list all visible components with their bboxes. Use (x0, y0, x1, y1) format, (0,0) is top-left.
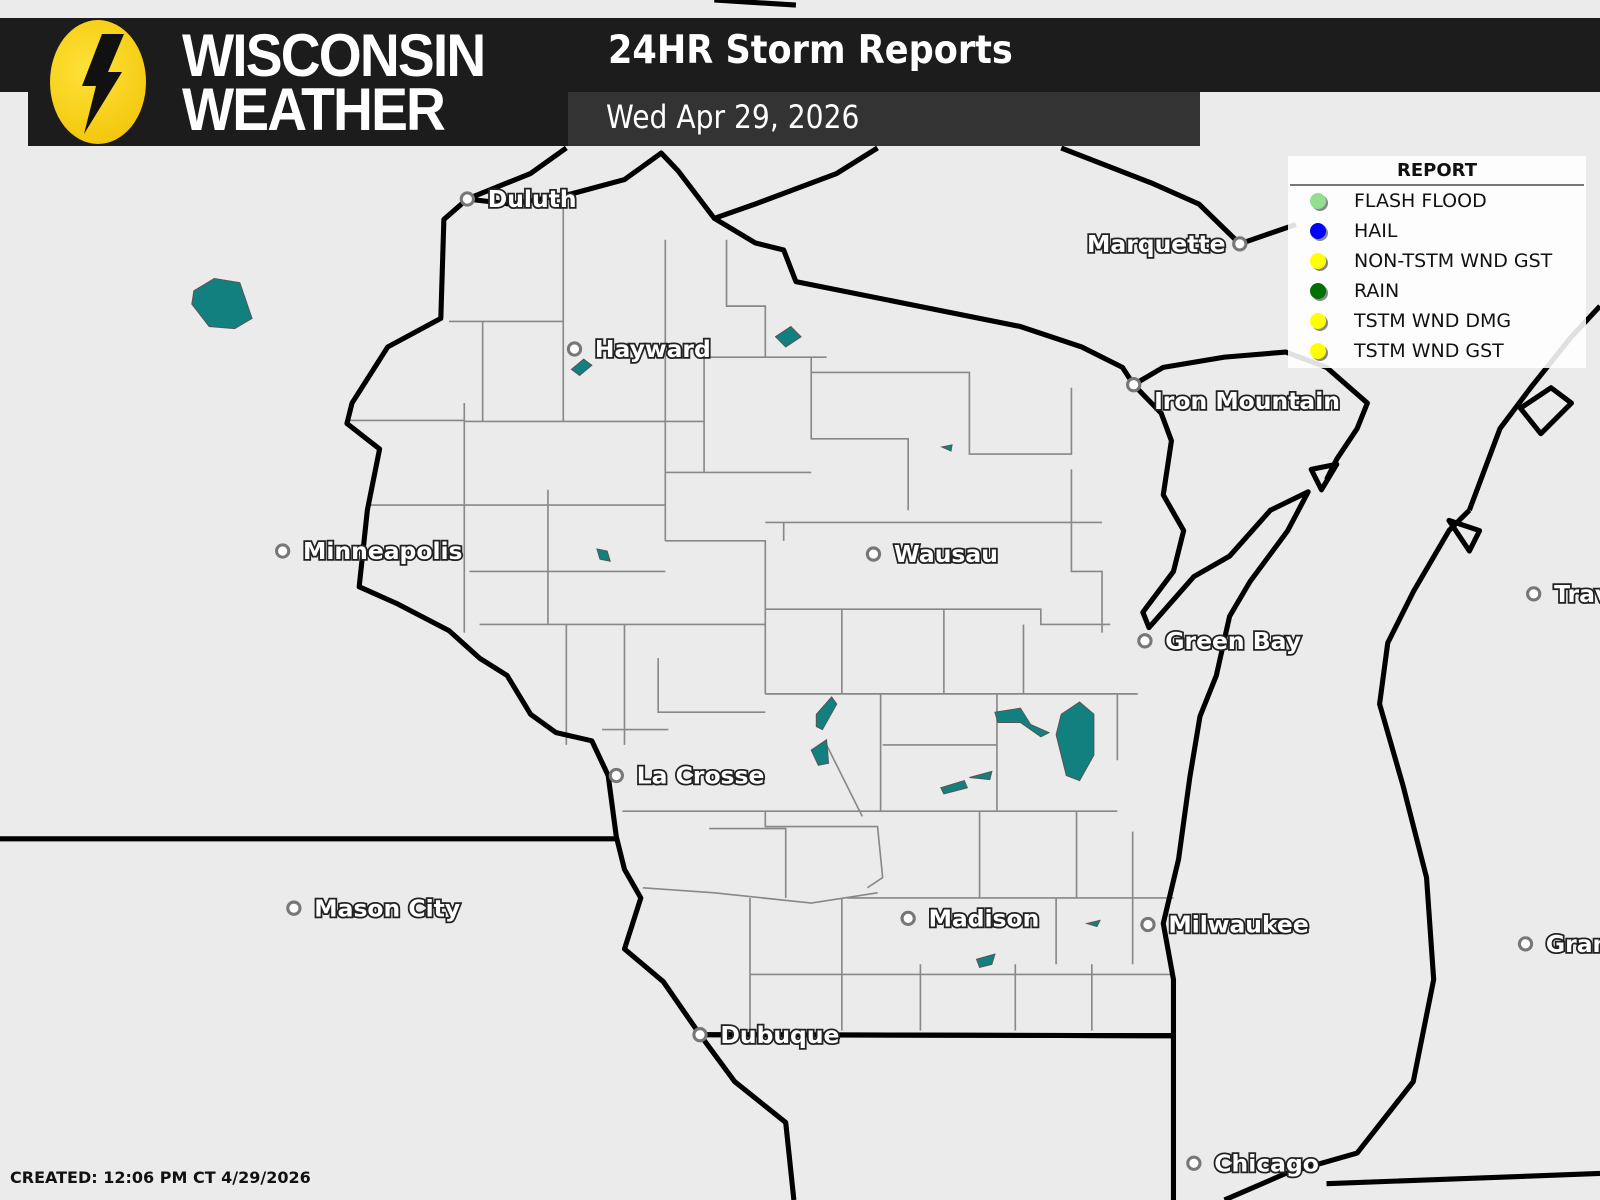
lake-winnebago (1055, 701, 1095, 782)
city-label: Iron Mountain (1154, 387, 1340, 415)
city-label: Marquette (1087, 230, 1225, 258)
city-label: Dubuque (720, 1021, 839, 1049)
city-dot-icon (275, 543, 291, 559)
islands (1308, 385, 1600, 1187)
city-label: La Crosse (637, 762, 765, 790)
city-duluth: Duluth (459, 183, 578, 215)
city-la-crosse: La Crosse (608, 760, 766, 791)
logo-line1: WISCONSIN (182, 22, 486, 89)
legend-label: TSTM WND DMG (1354, 310, 1512, 332)
city-madison: Madison (900, 903, 1041, 934)
city-dot-icon (459, 191, 476, 207)
legend-label: NON-TSTM WND GST (1354, 250, 1553, 272)
city-mason-city: Mason City (286, 893, 462, 924)
lakes (191, 278, 1101, 968)
lake-chippewa (570, 358, 593, 377)
legend-label: FLASH FLOOD (1354, 190, 1487, 212)
legend-item: TSTM WND GST (1288, 336, 1586, 366)
city-label: Duluth (488, 185, 577, 213)
created-timestamp: CREATED: 12:06 PM CT 4/29/2026 (10, 1168, 311, 1187)
lake-mille-lacs (191, 278, 253, 330)
city-dot-icon (900, 910, 916, 927)
city-dot-icon (1137, 633, 1153, 649)
city-iron-mountain: Iron Mountain (1126, 377, 1342, 417)
city-label: Milwaukee (1168, 911, 1308, 939)
legend: REPORT FLASH FLOOD HAIL NON-TSTM WND GST RA… (1288, 156, 1586, 368)
city-dot-icon (286, 900, 302, 916)
city-dot-icon (1526, 586, 1542, 602)
report-date: Wed Apr 29, 2026 (606, 98, 860, 136)
city-dot-icon (865, 546, 882, 562)
lake-poygan (994, 707, 1051, 738)
michigan-lower (1223, 304, 1600, 1200)
wisconsin-border (344, 150, 1311, 1039)
small-lake-4 (940, 444, 1101, 968)
legend-dot-icon (1310, 313, 1326, 329)
city-hayward: Hayward (566, 333, 713, 365)
city-dot-icon (1517, 936, 1534, 952)
city-dubuque: Dubuque (692, 1019, 841, 1051)
mississippi-river (697, 1033, 797, 1200)
petenwell-lake (810, 696, 838, 766)
logo-line2: WEATHER (182, 76, 446, 143)
city-label: Wausau (894, 540, 998, 568)
city-gran: Gran (1517, 928, 1600, 960)
legend-label: HAIL (1354, 220, 1398, 242)
legend-label: TSTM WND GST (1354, 340, 1504, 362)
legend-label: RAIN (1354, 280, 1400, 302)
city-dot-icon (608, 767, 624, 784)
city-label: Trav (1554, 580, 1600, 608)
city-dot-icon (1186, 1155, 1202, 1171)
small-lake-2 (596, 548, 611, 562)
legend-dot-icon (1310, 223, 1326, 239)
city-label: Chicago (1214, 1149, 1319, 1177)
city-dot-icon (1126, 377, 1142, 393)
city-label: Hayward (595, 335, 711, 363)
legend-dot-icon (1310, 343, 1326, 359)
city-chicago: Chicago (1186, 1148, 1321, 1179)
city-dot-icon (1140, 916, 1156, 933)
city-trav: Trav (1526, 578, 1600, 610)
lake-superior-shore (466, 0, 1242, 246)
city-label: Minneapolis (303, 537, 462, 565)
city-dot-icon (566, 341, 583, 357)
city-dot-icon (692, 1027, 708, 1043)
date-box: Wed Apr 29, 2026 (568, 92, 1200, 146)
city-label: Mason City (314, 894, 460, 922)
legend-item: TSTM WND DMG (1288, 306, 1586, 336)
county-lines (346, 204, 1174, 1031)
page-title: 24HR Storm Reports (608, 28, 1013, 73)
city-minneapolis: Minneapolis (275, 535, 464, 567)
city-wausau: Wausau (865, 538, 1000, 570)
legend-dot-icon (1310, 283, 1326, 299)
legend-item: FLASH FLOOD (1288, 186, 1586, 216)
small-lake-3 (940, 770, 993, 795)
city-label: Madison (929, 905, 1040, 933)
legend-item: NON-TSTM WND GST (1288, 246, 1586, 276)
illinois-border (699, 1032, 1177, 1200)
city-dot-icon (1232, 236, 1248, 252)
legend-title: REPORT (1290, 156, 1584, 186)
legend-dot-icon (1310, 193, 1326, 209)
city-markers: Duluth Hayward Minneapolis Wausau Iron Mount… (275, 183, 1600, 1179)
city-label: Green Bay (1165, 627, 1301, 655)
city-green-bay: Green Bay (1137, 625, 1303, 657)
legend-item: RAIN (1288, 276, 1586, 306)
small-lake-1 (774, 325, 802, 348)
lightning-bolt-icon (82, 34, 124, 134)
city-milwaukee: Milwaukee (1140, 909, 1311, 940)
city-label: Gran (1546, 930, 1600, 958)
city-marquette: Marquette (1085, 228, 1248, 260)
legend-item: HAIL (1288, 216, 1586, 246)
legend-dot-icon (1310, 253, 1326, 269)
